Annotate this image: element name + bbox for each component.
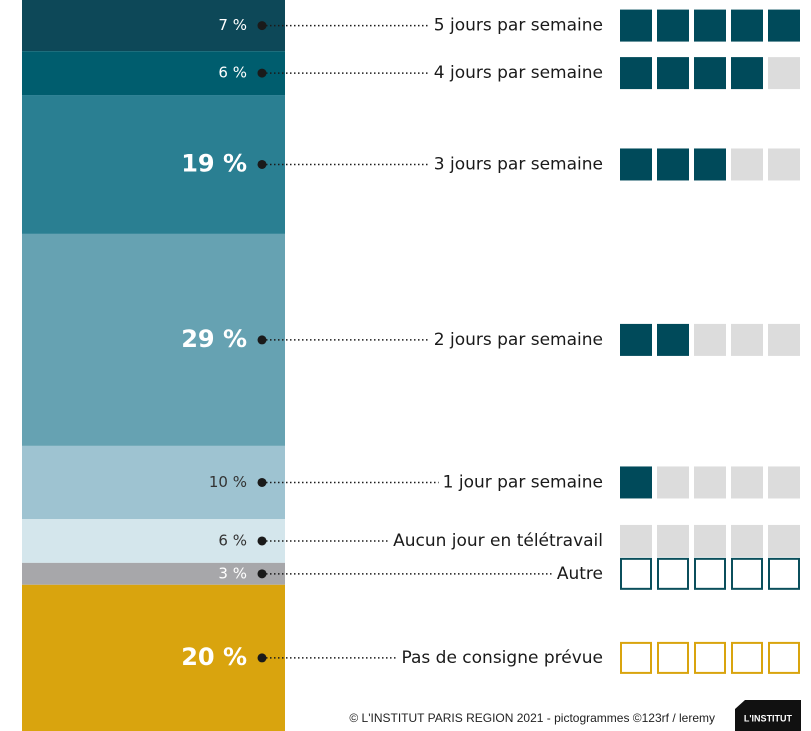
pictogram-square — [731, 641, 763, 674]
pictogram-square — [731, 557, 763, 590]
pictogram-square — [694, 57, 726, 90]
segment — [22, 562, 285, 585]
pictogram-square — [694, 9, 726, 42]
category-label: 5 jours par semaine — [434, 16, 603, 36]
pictogram-square — [731, 524, 763, 557]
dot — [257, 159, 267, 169]
pictogram-square — [620, 57, 652, 90]
pictogram-square — [657, 466, 689, 499]
pictogram-square — [694, 557, 726, 590]
dot — [257, 569, 267, 579]
pictogram-square — [768, 524, 800, 557]
pictogram-square — [620, 524, 652, 557]
logo: L'INSTITUT — [744, 713, 793, 723]
category-label: Aucun jour en télétravail — [393, 531, 603, 551]
segment — [22, 445, 285, 520]
pictogram-square — [620, 466, 652, 499]
dot — [257, 653, 267, 663]
pictogram-square — [731, 57, 763, 90]
pictogram-square — [657, 148, 689, 181]
pictogram-square — [694, 466, 726, 499]
segment — [22, 51, 285, 96]
value-label: 3 % — [218, 564, 247, 582]
pictogram-square — [768, 57, 800, 90]
value-label: 6 % — [218, 64, 247, 82]
pictogram-square — [731, 9, 763, 42]
dot — [257, 477, 267, 487]
pictogram-square — [657, 557, 689, 590]
dot — [257, 536, 267, 546]
dot — [257, 335, 267, 345]
pictogram-square — [768, 323, 800, 356]
pictogram-square — [620, 557, 652, 590]
segment — [22, 95, 285, 234]
logo-roof — [735, 700, 801, 709]
pictogram-square — [768, 557, 800, 590]
pictogram-square — [768, 148, 800, 181]
pictogram-square — [694, 148, 726, 181]
pictogram-square — [731, 466, 763, 499]
segment — [22, 0, 285, 52]
dot — [257, 68, 267, 78]
value-label: 6 % — [218, 531, 247, 549]
value-label: 7 % — [218, 16, 247, 34]
pictogram-square — [657, 57, 689, 90]
pictogram-square — [657, 641, 689, 674]
pictogram-square — [768, 466, 800, 499]
pictogram-square — [731, 323, 763, 356]
pictogram-square — [620, 641, 652, 674]
pictogram-square — [694, 524, 726, 557]
value-label: 10 % — [209, 473, 247, 491]
dot — [257, 21, 267, 31]
category-label: 2 jours par semaine — [434, 330, 603, 350]
value-label: 29 % — [181, 325, 247, 353]
segment — [22, 584, 285, 731]
pictogram-square — [657, 9, 689, 42]
pictogram-square — [731, 148, 763, 181]
category-label: 1 jour par semaine — [443, 472, 603, 492]
category-label: Autre — [557, 564, 603, 584]
pictogram-square — [768, 9, 800, 42]
category-label: 4 jours par semaine — [434, 63, 603, 83]
pictogram-square — [694, 641, 726, 674]
logo-box — [735, 709, 801, 731]
source: © L'INSTITUT PARIS REGION 2021 - pictogr… — [349, 711, 715, 725]
segment — [22, 233, 285, 446]
pictogram-square — [657, 524, 689, 557]
pictogram-square — [694, 323, 726, 356]
value-label: 20 % — [181, 643, 247, 671]
value-label: 19 % — [181, 149, 247, 177]
pictogram-square — [620, 9, 652, 42]
category-label: Pas de consigne prévue — [401, 648, 603, 668]
segment — [22, 519, 285, 563]
pictogram-square — [620, 323, 652, 356]
pictogram-square — [620, 148, 652, 181]
pictogram-square — [657, 323, 689, 356]
category-label: 3 jours par semaine — [434, 154, 603, 174]
pictogram-square — [768, 641, 800, 674]
